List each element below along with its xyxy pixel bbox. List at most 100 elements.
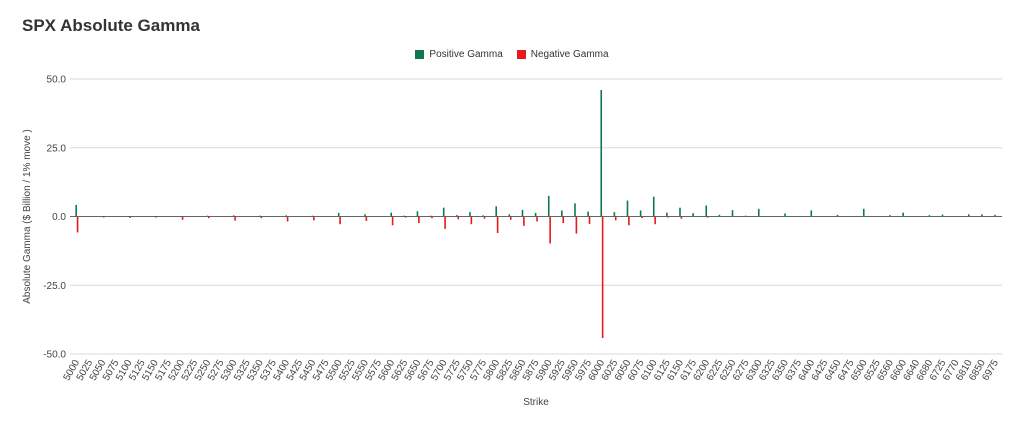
bar-positive[interactable] [206,215,209,217]
bar-negative[interactable] [588,216,591,224]
bar-positive[interactable] [613,212,616,217]
bar-positive[interactable] [337,212,340,217]
bar-positive[interactable] [981,214,983,217]
bar-negative[interactable] [234,216,236,221]
bar-positive[interactable] [154,215,156,217]
bar-negative[interactable] [614,216,617,221]
bar-positive[interactable] [495,206,498,217]
bar-negative[interactable] [155,216,158,218]
bar-positive[interactable] [587,211,589,217]
bar-positive[interactable] [941,214,944,217]
bar-positive[interactable] [757,208,760,217]
bar-negative[interactable] [667,216,670,218]
bar-positive[interactable] [508,214,511,217]
bar-negative[interactable] [509,216,512,220]
bar-negative[interactable] [706,216,709,218]
legend-label-positive: Positive Gamma [429,49,503,60]
bar-positive[interactable] [180,215,182,217]
bar-negative[interactable] [549,216,551,244]
bar-positive[interactable] [718,214,721,217]
bar-negative[interactable] [444,216,446,229]
bar-positive[interactable] [574,203,576,217]
bar-positive[interactable] [547,195,550,217]
bar-negative[interactable] [418,216,420,224]
bar-positive[interactable] [285,215,287,217]
y-tick-label: 50.0 [47,75,67,86]
bar-negative[interactable] [457,216,460,220]
bar-positive[interactable] [600,90,603,217]
bar-negative[interactable] [286,216,289,222]
bar-positive[interactable] [469,212,471,217]
bar-negative[interactable] [562,216,565,224]
bar-positive[interactable] [639,210,642,217]
bar-negative[interactable] [313,216,315,221]
bar-negative[interactable] [523,216,525,226]
legend: Positive Gamma Negative Gamma [0,49,1024,60]
bar-positive[interactable] [862,208,865,217]
bar-negative[interactable] [470,216,473,225]
bar-positive[interactable] [967,214,970,217]
bar-positive[interactable] [928,215,931,217]
bar-negative[interactable] [365,216,368,221]
bar-positive[interactable] [784,213,786,217]
y-tick-label: -50.0 [43,350,66,361]
bar-positive[interactable] [259,215,261,217]
bar-positive[interactable] [561,210,563,217]
bar-negative[interactable] [260,216,263,219]
bar-negative[interactable] [208,216,210,219]
bar-positive[interactable] [889,215,891,217]
bar-positive[interactable] [232,215,235,217]
bar-positive[interactable] [416,211,419,217]
bar-positive[interactable] [679,207,681,217]
bar-positive[interactable] [652,196,655,217]
bar-positive[interactable] [390,212,393,217]
x-axis-ticks: 5000502550505075510051255150517552005225… [62,358,1002,383]
bar-positive[interactable] [442,207,445,217]
bar-negative[interactable] [181,216,184,220]
bar-negative[interactable] [575,216,578,234]
bar-positive[interactable] [836,214,839,217]
bar-positive[interactable] [311,215,314,217]
bar-positive[interactable] [902,212,904,217]
bar-positive[interactable] [731,210,734,217]
bar-negative[interactable] [339,216,341,225]
legend-swatch-positive [415,50,425,59]
bar-negative[interactable] [496,216,499,234]
y-tick-label: 0.0 [52,212,66,223]
bar-positive[interactable] [626,200,629,217]
bar-positive[interactable] [705,205,708,217]
bar-positive[interactable] [534,212,537,217]
bar-negative[interactable] [404,216,407,218]
bar-negative[interactable] [601,216,604,339]
legend-item-positive[interactable]: Positive Gamma [415,49,503,60]
bar-positive[interactable] [456,215,458,217]
bar-positive[interactable] [101,215,104,217]
bar-negative[interactable] [628,216,630,226]
bar-negative[interactable] [103,216,105,218]
bar-positive[interactable] [744,215,747,217]
bars [75,90,996,339]
bar-negative[interactable] [680,216,683,219]
bar-positive[interactable] [692,213,694,217]
bar-positive[interactable] [482,215,484,217]
bar-negative[interactable] [391,216,394,226]
bar-negative[interactable] [641,216,643,219]
bar-positive[interactable] [364,214,366,217]
bar-negative[interactable] [536,216,538,222]
bar-positive[interactable] [429,215,432,217]
bar-negative[interactable] [129,216,131,218]
bar-positive[interactable] [666,212,668,217]
bar-negative[interactable] [431,216,433,219]
bar-positive[interactable] [994,214,996,217]
bar-negative[interactable] [483,216,486,219]
bar-negative[interactable] [654,216,656,225]
bar-positive[interactable] [521,209,524,217]
bar-positive[interactable] [75,204,77,217]
bar-positive[interactable] [810,210,813,217]
bar-positive[interactable] [127,215,130,217]
y-tick-label: -25.0 [43,281,66,292]
bar-negative[interactable] [76,216,79,233]
bar-positive[interactable] [403,215,406,217]
legend-item-negative[interactable]: Negative Gamma [516,49,609,60]
